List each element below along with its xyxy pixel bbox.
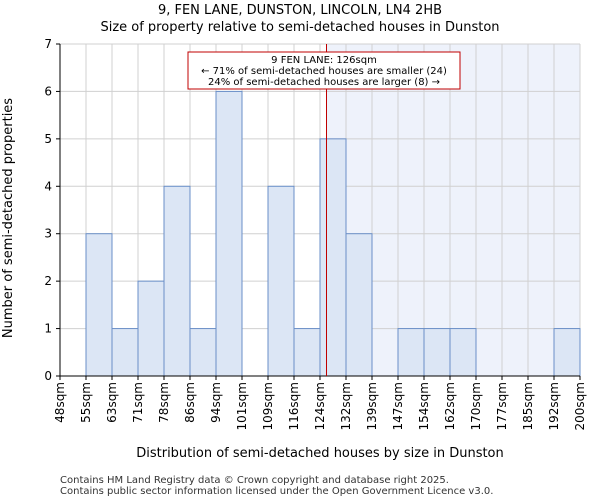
footer-line-1: Contains HM Land Registry data © Crown c… bbox=[60, 475, 449, 486]
x-tick-label-94sqm: 94sqm bbox=[209, 382, 223, 423]
x-tick-label-124sqm: 124sqm bbox=[313, 382, 327, 430]
y-tick-label-7: 7 bbox=[44, 37, 52, 51]
chart-subtitle: Size of property relative to semi-detach… bbox=[100, 20, 499, 35]
bar-192sqm bbox=[553, 328, 581, 377]
x-tick-label-177sqm: 177sqm bbox=[495, 382, 509, 430]
annotation-line-1: 9 FEN LANE: 126sqm bbox=[271, 55, 377, 66]
bar-86sqm bbox=[189, 328, 217, 377]
x-tick-label-109sqm: 109sqm bbox=[261, 382, 275, 430]
x-tick-label-185sqm: 185sqm bbox=[521, 382, 535, 430]
annotation-line-2: ← 71% of semi-detached houses are smalle… bbox=[201, 66, 447, 77]
x-tick-label-192sqm: 192sqm bbox=[547, 382, 561, 430]
y-axis-ticks: 0 1 2 3 4 5 6 7 bbox=[44, 37, 60, 383]
bar-154sqm bbox=[423, 328, 451, 377]
x-axis-label: Distribution of semi-detached houses by … bbox=[136, 446, 504, 461]
x-tick-label-200sqm: 200sqm bbox=[573, 382, 587, 430]
footer-line-2: Contains public sector information licen… bbox=[60, 486, 493, 497]
x-tick-label-162sqm: 162sqm bbox=[443, 382, 457, 430]
bars-group bbox=[85, 90, 581, 377]
x-tick-label-132sqm: 132sqm bbox=[339, 382, 353, 430]
y-tick-label-3: 3 bbox=[44, 227, 52, 241]
x-tick-label-63sqm: 63sqm bbox=[105, 382, 119, 423]
bar-124sqm bbox=[319, 138, 347, 377]
bar-55sqm bbox=[85, 233, 113, 377]
y-axis-label: Number of semi-detached properties bbox=[1, 98, 16, 338]
y-tick-label-6: 6 bbox=[44, 84, 52, 98]
x-tick-label-55sqm: 55sqm bbox=[79, 382, 93, 423]
bar-94sqm bbox=[215, 90, 243, 377]
x-tick-label-78sqm: 78sqm bbox=[157, 382, 171, 423]
x-tick-label-86sqm: 86sqm bbox=[183, 382, 197, 423]
bar-78sqm bbox=[163, 185, 191, 377]
bar-162sqm bbox=[449, 328, 477, 377]
x-tick-label-170sqm: 170sqm bbox=[469, 382, 483, 430]
y-tick-label-2: 2 bbox=[44, 274, 52, 288]
y-tick-label-5: 5 bbox=[44, 132, 52, 146]
x-tick-label-139sqm: 139sqm bbox=[365, 382, 379, 430]
annotation-box bbox=[187, 51, 461, 90]
x-tick-label-154sqm: 154sqm bbox=[417, 382, 431, 430]
x-axis-ticks: 48sqm 55sqm 63sqm 71sqm 78sqm 86sqm 94sqm 101sq… bbox=[53, 376, 587, 430]
bar-71sqm bbox=[137, 280, 165, 377]
y-tick-label-0: 0 bbox=[44, 369, 52, 383]
chart-title: 9, FEN LANE, DUNSTON, LINCOLN, LN4 2HB bbox=[158, 3, 442, 18]
bar-109sqm bbox=[267, 185, 295, 377]
bar-147sqm bbox=[397, 328, 425, 377]
y-tick-label-4: 4 bbox=[44, 179, 52, 193]
x-tick-label-116sqm: 116sqm bbox=[287, 382, 301, 430]
bar-132sqm bbox=[345, 233, 373, 377]
y-tick-label-1: 1 bbox=[44, 322, 52, 336]
bar-63sqm bbox=[111, 328, 139, 377]
x-tick-label-71sqm: 71sqm bbox=[131, 382, 145, 423]
x-tick-label-147sqm: 147sqm bbox=[391, 382, 405, 430]
annotation-line-3: 24% of semi-detached houses are larger (… bbox=[208, 77, 440, 88]
x-tick-label-101sqm: 101sqm bbox=[235, 382, 249, 430]
x-tick-label-48sqm: 48sqm bbox=[53, 382, 67, 423]
bar-116sqm bbox=[293, 328, 321, 377]
